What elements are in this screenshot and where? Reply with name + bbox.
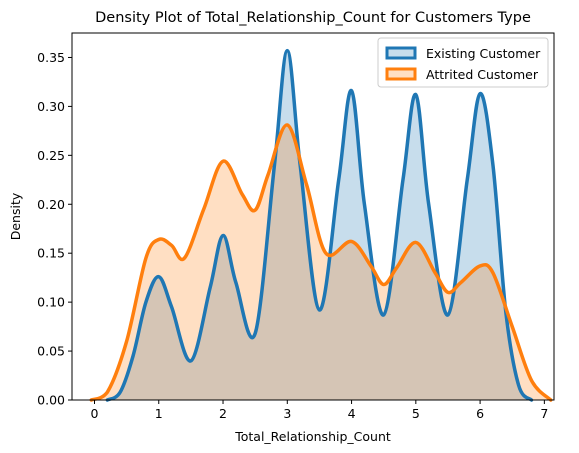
x-tick-label: 5 (412, 406, 420, 421)
y-tick-label: 0.05 (37, 344, 65, 359)
axes-layer: 0 1 2 3 4 5 6 7 0.00 0.05 0.10 0.15 0.20 0.25 0.30 0.35 (37, 32, 555, 421)
x-axis-title: Total_Relationship_Count (234, 429, 391, 444)
legend-label-existing-customer: Existing Customer (426, 46, 541, 61)
legend: Existing Customer Attrited Customer (377, 37, 549, 88)
series-line-attrited-customer (89, 123, 553, 402)
series-fill-attrited-customer (91, 124, 551, 400)
plot-layer (89, 48, 553, 402)
x-tick-label: 6 (476, 406, 484, 421)
chart-title: Density Plot of Total_Relationship_Count… (95, 10, 531, 26)
y-tick-label: 0.10 (37, 295, 65, 310)
y-tick-label: 0.15 (37, 246, 65, 261)
y-tick-label: 0.30 (37, 99, 65, 114)
plot-frame (71, 32, 555, 401)
y-tick-label: 0.00 (37, 393, 65, 408)
x-tick-label: 1 (155, 406, 163, 421)
x-tick-label: 2 (219, 406, 227, 421)
x-tick-label: 7 (540, 406, 548, 421)
series-fill-existing-customer (107, 50, 532, 401)
x-tick-label: 0 (91, 406, 99, 421)
legend-swatch-existing-customer (385, 46, 417, 60)
series-line-existing-customer (105, 48, 534, 402)
x-tick-label: 4 (348, 406, 356, 421)
legend-swatch-attrited-customer (385, 67, 417, 81)
legend-box (377, 37, 549, 88)
y-tick-label: 0.20 (37, 197, 65, 212)
y-tick-label: 0.35 (37, 50, 65, 65)
y-axis-title: Density (8, 192, 23, 240)
legend-label-attrited-customer: Attrited Customer (426, 67, 539, 82)
x-tick-label: 3 (283, 406, 291, 421)
y-tick-label: 0.25 (37, 148, 65, 163)
